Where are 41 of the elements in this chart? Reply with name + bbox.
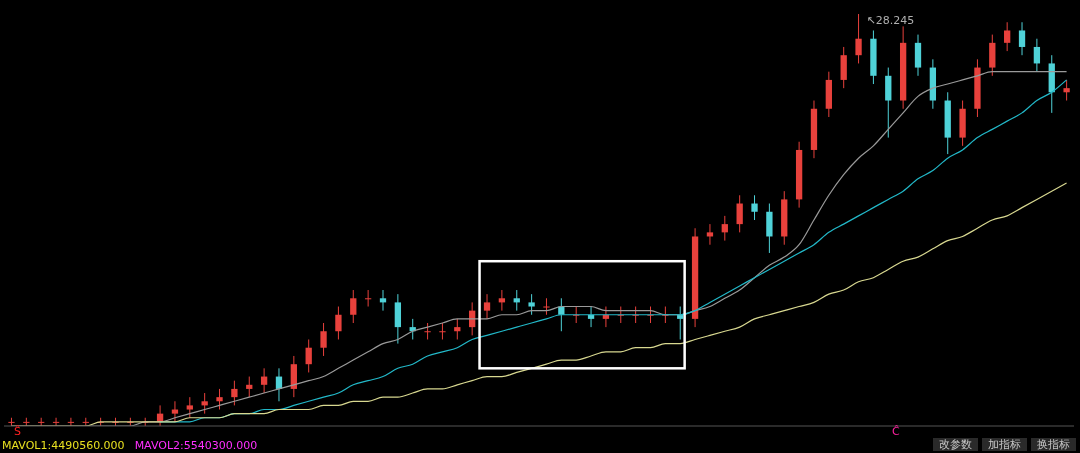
candlestick [602, 306, 610, 328]
candlestick [677, 306, 684, 340]
candlestick [379, 289, 387, 312]
candlestick [513, 289, 520, 312]
candlestick [1033, 38, 1041, 73]
candlestick [528, 293, 535, 316]
text: 加指标 [982, 438, 1027, 451]
candlestick [587, 306, 595, 328]
candlestick [350, 289, 357, 324]
annotation: ↖28.245 [866, 14, 915, 27]
candlestick [1004, 21, 1011, 52]
candlestick [721, 215, 728, 242]
candlestick [1018, 21, 1026, 56]
candlestick [305, 338, 312, 373]
candlestick [454, 318, 461, 340]
candlestick [364, 289, 372, 308]
candlestick [498, 289, 506, 312]
candlestick [231, 380, 238, 406]
text: 改参数 [933, 438, 978, 451]
candlestick [246, 376, 253, 398]
candlestick [335, 306, 342, 340]
candlestick [1063, 79, 1070, 102]
candlestick [201, 392, 208, 415]
text: 换指标 [1031, 438, 1076, 451]
candlestick [706, 223, 714, 246]
candlestick [751, 194, 758, 221]
candlestick [67, 417, 75, 426]
candlestick [186, 396, 193, 419]
candlestick [855, 14, 862, 64]
candlestick [543, 297, 550, 316]
annotation: Ĉ [892, 425, 900, 438]
candlestick [52, 417, 60, 426]
text: MAVOL1:4490560.000 [2, 439, 125, 452]
candlestick [216, 388, 223, 411]
candlestick [320, 322, 327, 357]
candlestick [260, 367, 268, 394]
text: MAVOL2:5540300.000 [134, 439, 258, 452]
candlestick [171, 400, 179, 423]
annotation: Ŝ [14, 425, 21, 438]
candlestick [736, 194, 743, 233]
candlestick [483, 293, 491, 320]
